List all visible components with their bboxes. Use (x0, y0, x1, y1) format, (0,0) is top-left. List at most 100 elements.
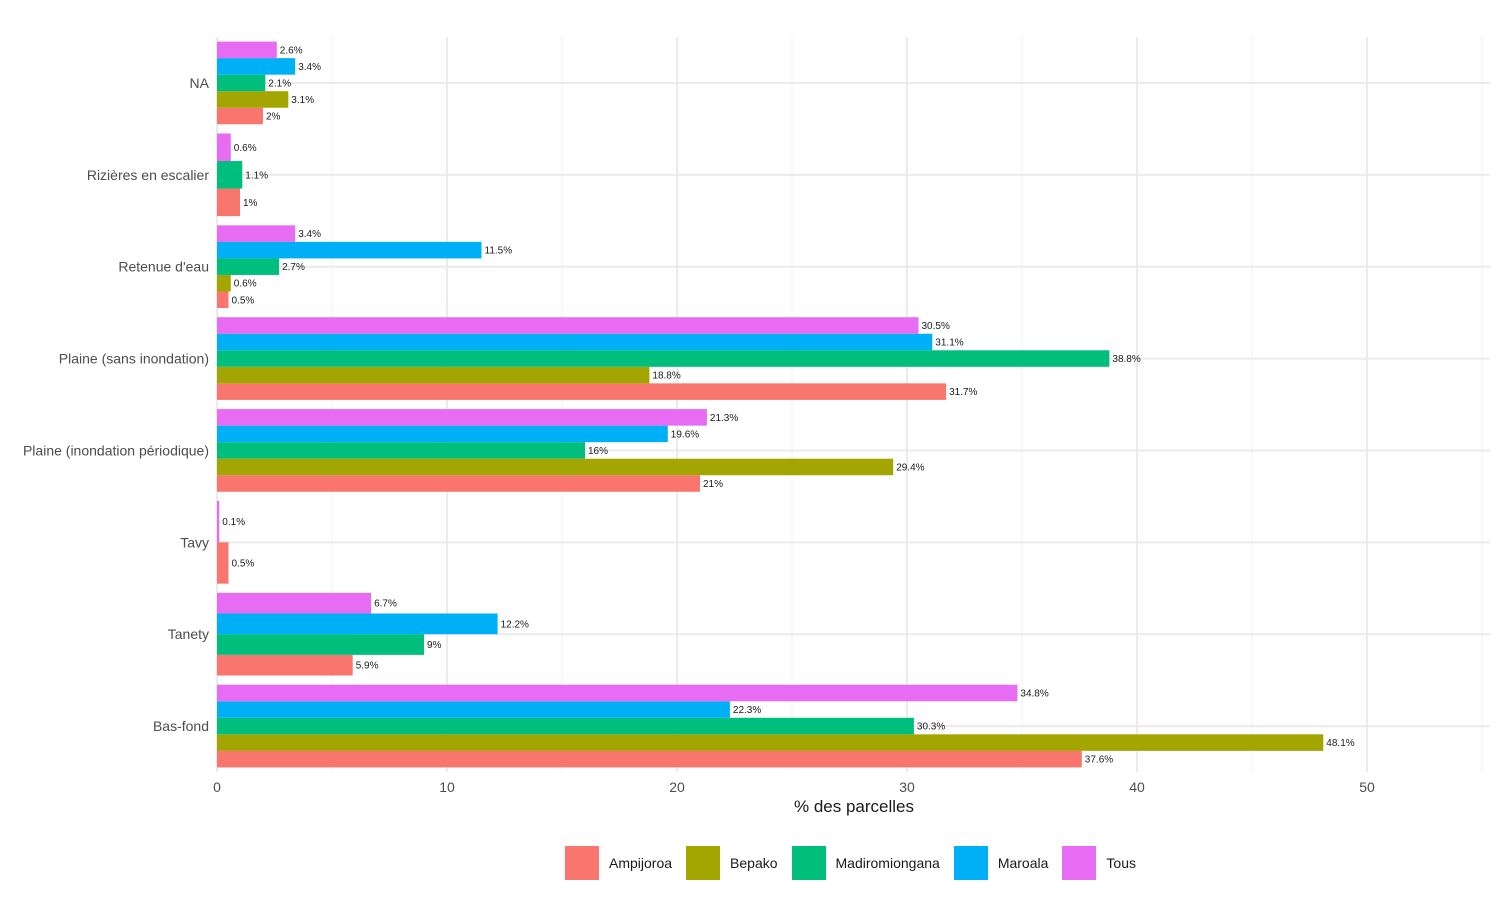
data-label: 2.7% (282, 262, 305, 273)
x-tick-label: 40 (1129, 779, 1145, 795)
data-label: 21.3% (710, 413, 738, 424)
bar-madiromiongana-1 (217, 634, 424, 655)
y-tick-label: Rizières en escalier (87, 167, 209, 183)
data-label: 37.6% (1085, 755, 1113, 766)
data-label: 6.7% (374, 599, 397, 610)
bar-ampijoroa-7 (217, 107, 263, 125)
data-label: 29.4% (896, 462, 924, 473)
legend-key (1062, 846, 1097, 880)
data-label: 3.4% (298, 229, 321, 240)
bar-madiromiongana-7 (217, 74, 266, 92)
bar-tous-1 (217, 592, 372, 614)
bar-maroala-0 (217, 701, 730, 718)
bar-bepako-3 (217, 458, 894, 476)
legend-label: Tous (1106, 855, 1136, 871)
bar-ampijoroa-5 (217, 291, 229, 309)
data-label: 9% (427, 640, 442, 651)
data-label: 16% (588, 446, 608, 457)
legend-label: Madiromiongana (835, 855, 940, 871)
data-label: 30.3% (917, 722, 945, 733)
y-tick-label: Retenue d'eau (118, 259, 209, 275)
data-label: 21% (703, 479, 723, 490)
x-tick-label: 30 (899, 779, 915, 795)
bar-maroala-3 (217, 425, 668, 443)
legend-key (565, 846, 599, 880)
bar-tous-3 (217, 409, 707, 426)
bar-tous-7 (217, 41, 277, 59)
bar-bepako-7 (217, 91, 289, 108)
bar-tous-6 (217, 133, 231, 162)
legend-key (953, 846, 988, 880)
bar-bepako-0 (217, 734, 1324, 751)
bar-ampijoroa-1 (217, 654, 353, 676)
bar-bepako-5 (217, 274, 231, 292)
bar-tous-2 (217, 500, 220, 543)
x-axis-tick-labels: 0 10 20 30 40 50 (213, 779, 1375, 795)
bar-bepako-4 (217, 366, 650, 384)
bar-tous-5 (217, 225, 296, 242)
bar-madiromiongana-6 (217, 161, 243, 189)
x-tick-label: 50 (1359, 779, 1375, 795)
bar-maroala-1 (217, 613, 498, 635)
y-tick-label: Plaine (inondation périodique) (23, 442, 209, 458)
legend-label: Ampijoroa (609, 855, 673, 871)
legend-label: Bepako (730, 855, 778, 871)
data-label: 0.5% (232, 295, 255, 306)
data-label: 30.5% (922, 321, 950, 332)
data-label: 34.8% (1020, 688, 1048, 699)
major-gridlines (216, 37, 1490, 772)
data-label: 31.7% (949, 387, 977, 398)
data-label: 38.8% (1112, 354, 1140, 365)
bar-ampijoroa-0 (217, 750, 1082, 768)
y-tick-label: Plaine (sans inondation) (59, 351, 209, 367)
data-label: 3.4% (298, 62, 321, 73)
bar-maroala-7 (217, 58, 296, 75)
bar-maroala-4 (217, 333, 933, 351)
y-tick-label: Tanety (168, 626, 209, 642)
legend-item: Maroala (953, 846, 1053, 880)
bar-chart: 37.6% 48.1% 30.3% 22.3% 34.8% 5.9% 9% 12.2% 6.7%… (23, 37, 1490, 816)
data-label: 0.5% (232, 558, 255, 569)
bar-madiromiongana-5 (217, 258, 280, 275)
data-label: 5.9% (356, 661, 379, 672)
legend-label: Maroala (997, 855, 1049, 871)
data-label: 1.1% (245, 170, 268, 181)
data-label: 1% (243, 198, 258, 209)
bar-ampijoroa-3 (217, 475, 700, 492)
bar-ampijoroa-4 (217, 383, 947, 400)
x-tick-label: 0 (213, 779, 221, 795)
y-tick-label: Bas-fond (153, 718, 209, 734)
y-tick-label: NA (190, 75, 210, 91)
x-tick-label: 10 (439, 779, 455, 795)
legend: Ampijoroa Bepako Madiromiongana Maroala Tous (565, 846, 1150, 880)
bar-madiromiongana-3 (217, 442, 585, 459)
data-label: 0.1% (222, 517, 245, 528)
data-label: 12.2% (501, 619, 529, 630)
legend-key (686, 846, 721, 880)
data-label: 31.1% (935, 338, 963, 349)
data-label: 2% (266, 112, 281, 123)
bar-tous-0 (217, 684, 1018, 702)
legend-item: Ampijoroa (565, 846, 676, 880)
x-tick-label: 20 (669, 779, 685, 795)
data-labels: 37.6% 48.1% 30.3% 22.3% 34.8% 5.9% 9% 12.2% 6.7%… (222, 45, 1354, 765)
legend-item: Tous (1062, 846, 1140, 880)
bars (217, 41, 1324, 768)
bar-madiromiongana-4 (217, 350, 1110, 367)
legend-key (791, 846, 826, 880)
bar-madiromiongana-0 (217, 717, 914, 735)
data-label: 22.3% (733, 705, 761, 716)
legend-item: Bepako (686, 846, 781, 880)
data-label: 2.1% (268, 78, 291, 89)
bar-ampijoroa-2 (217, 542, 229, 584)
data-label: 48.1% (1326, 738, 1354, 749)
data-label: 3.1% (291, 95, 314, 106)
data-label: 2.6% (280, 45, 303, 56)
data-label: 0.6% (234, 143, 257, 154)
y-axis-tick-labels: Bas-fond Tanety Tavy Plaine (inondation pér… (23, 75, 210, 734)
data-label: 11.5% (485, 246, 513, 257)
data-label: 18.8% (652, 371, 680, 382)
bar-ampijoroa-6 (217, 188, 240, 217)
x-axis-label: % des parcelles (794, 797, 914, 816)
bar-tous-4 (217, 317, 919, 334)
